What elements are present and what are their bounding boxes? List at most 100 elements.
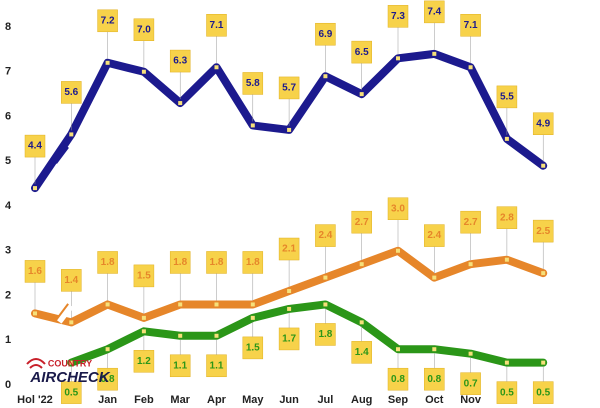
value-label: 2.7 (464, 217, 478, 228)
value-label: 1.1 (173, 360, 187, 371)
point (33, 311, 37, 316)
logo: COUNTRY AIRCHECK (26, 358, 111, 386)
point (178, 333, 183, 338)
value-label: 7.4 (427, 6, 441, 17)
y-tick-label: 0 (5, 379, 11, 391)
y-tick-label: 2 (5, 289, 11, 301)
y-tick-label: 3 (5, 245, 11, 257)
value-label: 1.1 (210, 360, 224, 371)
point (359, 92, 364, 97)
value-label: 2.4 (318, 230, 332, 241)
value-label: 7.2 (101, 15, 115, 26)
point (287, 289, 292, 294)
value-label: 7.0 (137, 24, 151, 35)
point (250, 315, 255, 320)
break-mark (55, 303, 69, 321)
point (323, 275, 328, 280)
value-label: 5.5 (500, 92, 514, 103)
y-tick-label: 5 (5, 155, 11, 167)
value-label: 4.9 (536, 118, 550, 129)
value-label: 2.5 (536, 226, 550, 237)
x-tick-label: Oct (425, 394, 444, 406)
value-label: 0.8 (427, 374, 441, 385)
point (141, 315, 146, 320)
value-label: 0.5 (500, 387, 514, 398)
value-label: 1.4 (64, 275, 78, 286)
value-label: 2.7 (355, 217, 369, 228)
value-label: 5.7 (282, 83, 296, 94)
y-tick-label: 8 (5, 21, 11, 33)
logo-main: AIRCHECK (29, 369, 110, 386)
point (141, 69, 146, 74)
x-tick-label: Aug (351, 394, 372, 406)
value-label: 1.5 (137, 271, 151, 282)
y-tick-label: 1 (5, 334, 11, 346)
point (214, 302, 219, 307)
x-tick-label: Nov (460, 394, 482, 406)
y-tick-label: 7 (5, 66, 11, 78)
x-tick-label: Jun (279, 394, 299, 406)
point (432, 275, 437, 280)
value-label: 0.5 (536, 387, 550, 398)
value-label: 7.3 (391, 11, 405, 22)
point (250, 123, 255, 128)
point (432, 347, 437, 352)
y-tick-label: 6 (5, 110, 11, 122)
point (178, 302, 183, 307)
value-label: 1.8 (173, 257, 187, 268)
y-tick-label: 4 (5, 200, 12, 212)
value-label: 3.0 (391, 203, 405, 214)
value-label: 5.8 (246, 78, 260, 89)
point (323, 302, 328, 307)
value-label: 7.1 (210, 20, 224, 31)
point (432, 51, 437, 56)
point (541, 271, 546, 276)
point (541, 360, 546, 365)
value-label: 0.7 (464, 378, 478, 389)
point (178, 101, 183, 106)
logo-icon (26, 358, 46, 369)
point (69, 132, 74, 137)
point (69, 320, 74, 325)
break-mark (55, 146, 69, 164)
x-tick-label: Sep (388, 394, 408, 406)
break-mark (56, 147, 74, 168)
point (504, 136, 509, 141)
point (396, 56, 400, 61)
x-tick-label: Jul (317, 394, 333, 406)
point (504, 360, 509, 365)
x-tick-label: May (242, 394, 264, 406)
point (541, 163, 546, 168)
point (396, 347, 400, 352)
x-tick-label: Mar (170, 394, 190, 406)
value-label: 1.8 (210, 257, 224, 268)
value-label: 2.8 (500, 212, 514, 223)
break-mark (56, 304, 74, 324)
point (105, 347, 110, 352)
point (396, 248, 400, 253)
x-tick-label: Feb (134, 394, 154, 406)
x-tick-label: Jan (98, 394, 117, 406)
point (33, 186, 37, 191)
point (105, 302, 110, 307)
value-label: 0.5 (64, 387, 78, 398)
value-label: 6.9 (318, 29, 332, 40)
value-label: 1.8 (318, 329, 332, 340)
point (359, 262, 364, 267)
point (468, 351, 473, 356)
value-label: 1.8 (101, 257, 115, 268)
value-label: 0.8 (391, 374, 405, 385)
series-line (67, 300, 548, 367)
point (287, 127, 292, 132)
point (504, 257, 509, 262)
point (105, 60, 110, 65)
point (214, 333, 219, 338)
value-label: 1.8 (246, 257, 260, 268)
point (141, 329, 146, 334)
point (287, 306, 292, 311)
point (214, 65, 219, 70)
x-tick-label: Apr (207, 394, 227, 406)
value-label: 6.5 (355, 47, 369, 58)
value-label: 1.6 (28, 266, 42, 277)
